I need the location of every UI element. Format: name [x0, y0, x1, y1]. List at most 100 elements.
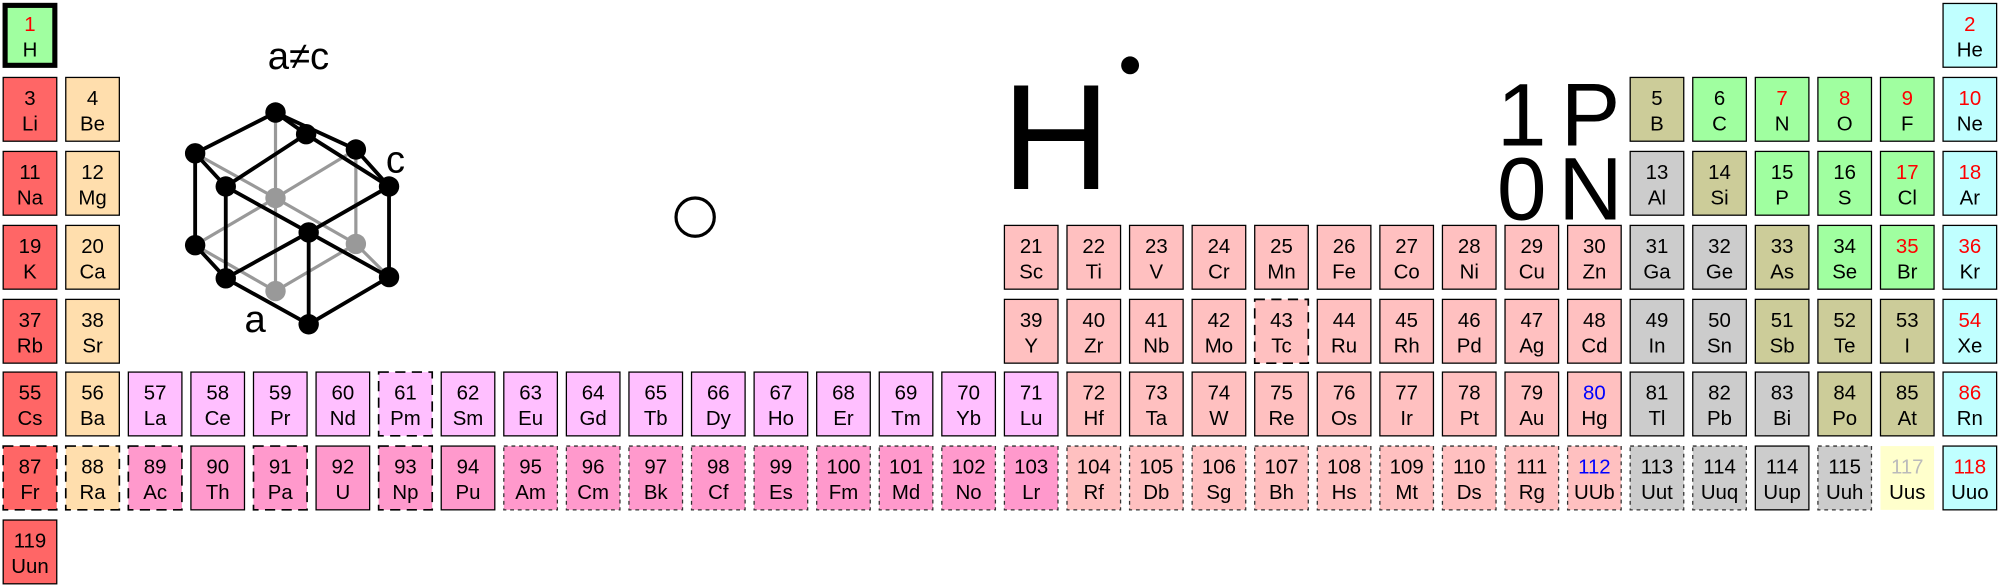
element-symbol: Lu: [1020, 408, 1043, 430]
cell-box: [816, 445, 871, 511]
cell-box: [1879, 371, 1935, 437]
dot: [1121, 56, 1140, 75]
element-symbol: V: [1150, 261, 1164, 283]
element-symbol: Mn: [1267, 261, 1295, 283]
element-cell: 36 Kr: [1942, 224, 1998, 290]
atomic-number: 98: [707, 456, 730, 478]
atomic-number: 68: [832, 383, 855, 405]
atomic-number: 12: [81, 162, 104, 184]
element-cell: 18 Ar: [1942, 150, 1998, 216]
element-cell: 11 Na: [2, 150, 58, 216]
element-symbol: N: [1775, 113, 1790, 135]
cell-box: [1191, 445, 1247, 511]
cell-box: [2, 519, 58, 585]
element-symbol: Rn: [1957, 408, 1983, 430]
element-cell: 75 Re: [1254, 371, 1309, 437]
cell-box: [1379, 298, 1435, 364]
element-symbol: Ti: [1086, 261, 1102, 283]
element-cell: 89 Ac: [127, 445, 183, 511]
cell-box: [1942, 445, 1998, 511]
element-cell: 3 Li: [2, 76, 58, 142]
cell-box: [690, 371, 746, 437]
element-cell: 92 U: [315, 445, 371, 511]
cell-box: [628, 371, 684, 437]
cell-box: [1942, 371, 1998, 437]
cell-box: [2, 2, 58, 68]
atomic-number: 67: [770, 383, 793, 405]
element-cell: 23 V: [1128, 224, 1184, 290]
element-cell: 19 K: [2, 224, 58, 290]
corner-letters: 1 P 0 N: [1497, 65, 1623, 239]
atomic-number: 96: [582, 456, 605, 478]
cell-box: [1504, 224, 1560, 290]
element-symbol: F: [1901, 113, 1913, 135]
atomic-number: 30: [1583, 236, 1606, 258]
cell-box: [1942, 2, 1998, 68]
corner-letter: P: [1561, 65, 1621, 165]
cell-box: [252, 445, 308, 511]
atomic-number: 86: [1959, 383, 1982, 405]
cell-box: [65, 224, 120, 290]
lattice-diagram: a≠c: [184, 35, 405, 341]
lattice-label-a: a: [244, 298, 266, 341]
element-symbol: Pb: [1707, 408, 1732, 430]
atomic-number: 107: [1264, 456, 1298, 478]
cell-box: [503, 371, 559, 437]
cell-box: [1754, 150, 1810, 216]
cell-box: [941, 371, 997, 437]
element-cell: 109 Mt: [1379, 445, 1435, 511]
element-symbol: Pt: [1460, 408, 1480, 430]
cell-box: [2, 298, 58, 364]
cell-box: [878, 371, 934, 437]
cell-box: [1128, 298, 1184, 364]
cell-box: [64, 445, 121, 511]
atomic-number: 81: [1646, 383, 1669, 405]
cell-box: [1191, 298, 1247, 364]
element-cell: 39 Y: [1003, 298, 1059, 364]
element-cell: 40 Zr: [1066, 298, 1122, 364]
element-symbol: Hs: [1332, 482, 1357, 504]
element-symbol: Ru: [1331, 335, 1357, 357]
cell-box: [753, 445, 809, 511]
cell-box: [1880, 446, 1935, 510]
element-symbol: Pr: [270, 408, 291, 430]
cell-box: [565, 371, 621, 437]
cell-box: [2, 371, 58, 437]
cell-box: [690, 445, 746, 511]
atomic-number: 24: [1208, 236, 1231, 258]
element-symbol: Xe: [1957, 335, 1982, 357]
element-cell: 119 Uun: [2, 519, 58, 585]
element-symbol: Pa: [268, 482, 294, 504]
cell-box: [878, 445, 934, 511]
cell-box: [1128, 224, 1184, 290]
element-cell: 25 Mn: [1254, 224, 1309, 290]
cell-box: [1003, 445, 1059, 511]
cell-box: [1066, 371, 1122, 437]
atomic-number: 73: [1145, 383, 1168, 405]
element-cell: 15 P: [1754, 150, 1810, 216]
element-cell: 57 La: [127, 371, 183, 437]
atomic-number: 106: [1202, 456, 1236, 478]
atomic-number: 27: [1395, 236, 1418, 258]
element-symbol: Ag: [1519, 335, 1544, 357]
atomic-number: 105: [1139, 456, 1173, 478]
atomic-number: 70: [957, 383, 980, 405]
element-cell: 76 Os: [1316, 371, 1372, 437]
cell-box: [1692, 371, 1747, 437]
atomic-number: 82: [1708, 383, 1731, 405]
element-symbol: Al: [1648, 187, 1666, 209]
atomic-number: 100: [826, 456, 860, 478]
atomic-number: 77: [1395, 383, 1418, 405]
corner-letter: 0: [1497, 139, 1547, 239]
atomic-number: 46: [1458, 310, 1481, 332]
cell-box: [315, 445, 371, 511]
cell-box: [1942, 224, 1998, 290]
element-cell: 82 Pb: [1692, 371, 1747, 437]
cell-box: [1379, 224, 1435, 290]
cell-box: [2, 76, 58, 142]
element-cell: 50 Sn: [1692, 298, 1747, 364]
atomic-number: 35: [1896, 236, 1919, 258]
element-symbol: Tm: [891, 408, 920, 430]
element-cell: 101 Md: [878, 445, 934, 511]
cell-box: [1379, 371, 1435, 437]
